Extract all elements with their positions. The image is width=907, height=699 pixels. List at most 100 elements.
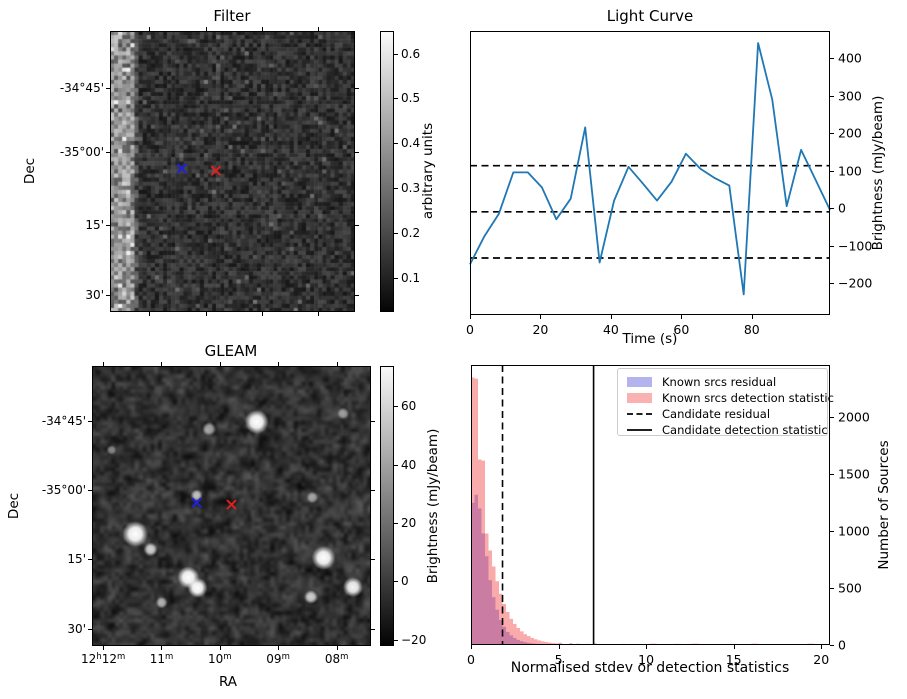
gleam-colorbar-tick-label: −20 bbox=[401, 633, 427, 648]
gleam-y-tick bbox=[371, 629, 375, 631]
filter-ytick-label: -35°00' bbox=[59, 145, 104, 160]
filter-colorbar-tick-label: 0.5 bbox=[401, 90, 421, 105]
filter-colorbar-tick-label: 0.1 bbox=[401, 271, 421, 286]
histogram-bar-series1 bbox=[534, 639, 538, 645]
lightcurve-x-tick bbox=[751, 315, 753, 319]
filter-ylabel: Dec bbox=[22, 157, 38, 185]
histogram-bar-series0 bbox=[523, 642, 528, 645]
histogram-bar-series1 bbox=[520, 631, 524, 645]
filter-y-tick bbox=[106, 88, 110, 90]
histogram-bar-series1 bbox=[499, 593, 503, 645]
histogram-x-tick bbox=[821, 645, 823, 649]
filter-x-tick bbox=[205, 27, 207, 31]
histogram-bar-series1 bbox=[558, 642, 563, 645]
gleam-xtick-label: 08m bbox=[324, 652, 349, 666]
filter-ytick-label: 30' bbox=[85, 287, 104, 302]
legend-label: Known srcs residual bbox=[662, 375, 777, 389]
lightcurve-xtick-label: 0 bbox=[466, 322, 474, 337]
histogram-y-tick bbox=[830, 474, 834, 476]
gleam-colorbar-tick bbox=[394, 640, 398, 642]
filter-y-tick bbox=[106, 224, 110, 226]
gleam-x-tick bbox=[278, 362, 280, 366]
histogram-bar-series1 bbox=[502, 604, 507, 645]
lightcurve-xtick-label: 60 bbox=[673, 322, 690, 337]
histogram-bar-series1 bbox=[548, 642, 552, 645]
gleam-xtick-label: 09m bbox=[266, 652, 290, 666]
histogram-bar-series1 bbox=[481, 460, 486, 645]
lightcurve-xtick-label: 40 bbox=[602, 322, 619, 337]
gleam-x-tick bbox=[103, 646, 105, 650]
filter-colorbar-tick bbox=[394, 188, 398, 190]
histogram-bar-series1 bbox=[807, 643, 811, 645]
histogram-bar-series0 bbox=[520, 641, 524, 645]
lightcurve-title: Light Curve bbox=[606, 7, 694, 25]
histogram-bar-series0 bbox=[527, 642, 531, 645]
legend-item-candidate-detstat: Candidate detection statistic bbox=[618, 422, 828, 438]
histogram-bar-series1 bbox=[495, 581, 500, 645]
histogram-bar-series1 bbox=[562, 643, 566, 645]
filter-x-tick bbox=[318, 312, 320, 316]
filter-ytick-label: -34°45' bbox=[59, 81, 104, 96]
lightcurve-x-tick bbox=[540, 315, 542, 319]
gleam-colorbar-tick bbox=[394, 523, 398, 525]
filter-x-tick bbox=[205, 312, 207, 316]
histogram-plot bbox=[471, 365, 815, 645]
histogram-xlabel: Normalised stdev or detection statistics bbox=[510, 660, 790, 676]
histogram-bar-series1 bbox=[579, 644, 584, 645]
gleam-xtick-label: 10m bbox=[208, 652, 232, 666]
filter-image bbox=[110, 31, 355, 312]
histogram-xtick-label: 0 bbox=[467, 652, 475, 667]
filter-y-tick bbox=[106, 294, 110, 296]
histogram-bar-series0 bbox=[516, 639, 521, 645]
histogram-y-tick bbox=[830, 588, 834, 590]
histogram-x-tick bbox=[733, 645, 735, 649]
filter-colorbar-tick bbox=[394, 54, 398, 56]
gleam-xtick-label: 11m bbox=[149, 652, 174, 666]
histogram-bar-series0 bbox=[499, 619, 503, 645]
legend-item-known-residual: Known srcs residual bbox=[618, 374, 827, 390]
legend-item-known-detstat: Known srcs detection statistic bbox=[618, 390, 834, 406]
gleam-title: GLEAM bbox=[204, 342, 258, 360]
histogram-ytick-label: 2000 bbox=[838, 409, 870, 425]
histogram-bar-series1 bbox=[488, 550, 493, 645]
filter-title: Filter bbox=[213, 7, 251, 25]
gleam-y-tick bbox=[371, 559, 375, 561]
solid-line-swatch bbox=[627, 429, 652, 431]
lightcurve-ytick-label: 200 bbox=[838, 125, 862, 141]
lightcurve-xtick-label: 20 bbox=[532, 322, 549, 337]
histogram-bar-series1 bbox=[695, 643, 699, 645]
histogram-bar-series0 bbox=[474, 494, 478, 645]
candidate-marker bbox=[176, 163, 187, 174]
gleam-ytick-label: 15' bbox=[67, 552, 86, 567]
histogram-bar-series1 bbox=[478, 459, 482, 645]
lightcurve-y-tick bbox=[830, 95, 834, 97]
histogram-bar-series0 bbox=[488, 580, 493, 645]
histogram-ytick-label: 500 bbox=[838, 580, 862, 596]
gleam-colorbar-tick bbox=[394, 406, 398, 408]
histogram-bar-series1 bbox=[544, 642, 549, 645]
lightcurve-ylabel: Brightness (mJy/beam) bbox=[870, 95, 886, 251]
lightcurve-y-tick bbox=[830, 170, 834, 172]
legend: Known srcs residual Known srcs detection… bbox=[617, 368, 834, 438]
histogram-bar-series1 bbox=[569, 643, 573, 645]
histogram-bar-series1 bbox=[565, 644, 570, 645]
legend-label: Candidate detection statistic bbox=[662, 423, 828, 437]
gleam-x-tick bbox=[219, 646, 221, 650]
histogram-bar-series0 bbox=[502, 626, 507, 645]
histogram-x-tick bbox=[471, 645, 472, 649]
gleam-x-tick bbox=[161, 646, 163, 650]
legend-item-candidate-residual: Candidate residual bbox=[618, 406, 827, 422]
histogram-bar-series0 bbox=[509, 635, 514, 645]
gleam-y-tick bbox=[88, 629, 92, 631]
gleam-colorbar bbox=[380, 366, 394, 646]
lightcurve-x-tick bbox=[681, 315, 683, 319]
histogram-ytick-label: 1000 bbox=[838, 523, 870, 539]
histogram-bar-series1 bbox=[474, 378, 478, 645]
histogram-bar-series1 bbox=[604, 644, 608, 645]
gleam-xtick-label: 12h12m bbox=[81, 652, 126, 666]
filter-y-tick bbox=[355, 152, 359, 154]
histogram-bar-series1 bbox=[586, 643, 591, 645]
legend-label: Known srcs detection statistic bbox=[662, 391, 834, 405]
lightcurve-xtick-label: 80 bbox=[743, 322, 760, 337]
histogram-bar-series1 bbox=[523, 634, 528, 645]
